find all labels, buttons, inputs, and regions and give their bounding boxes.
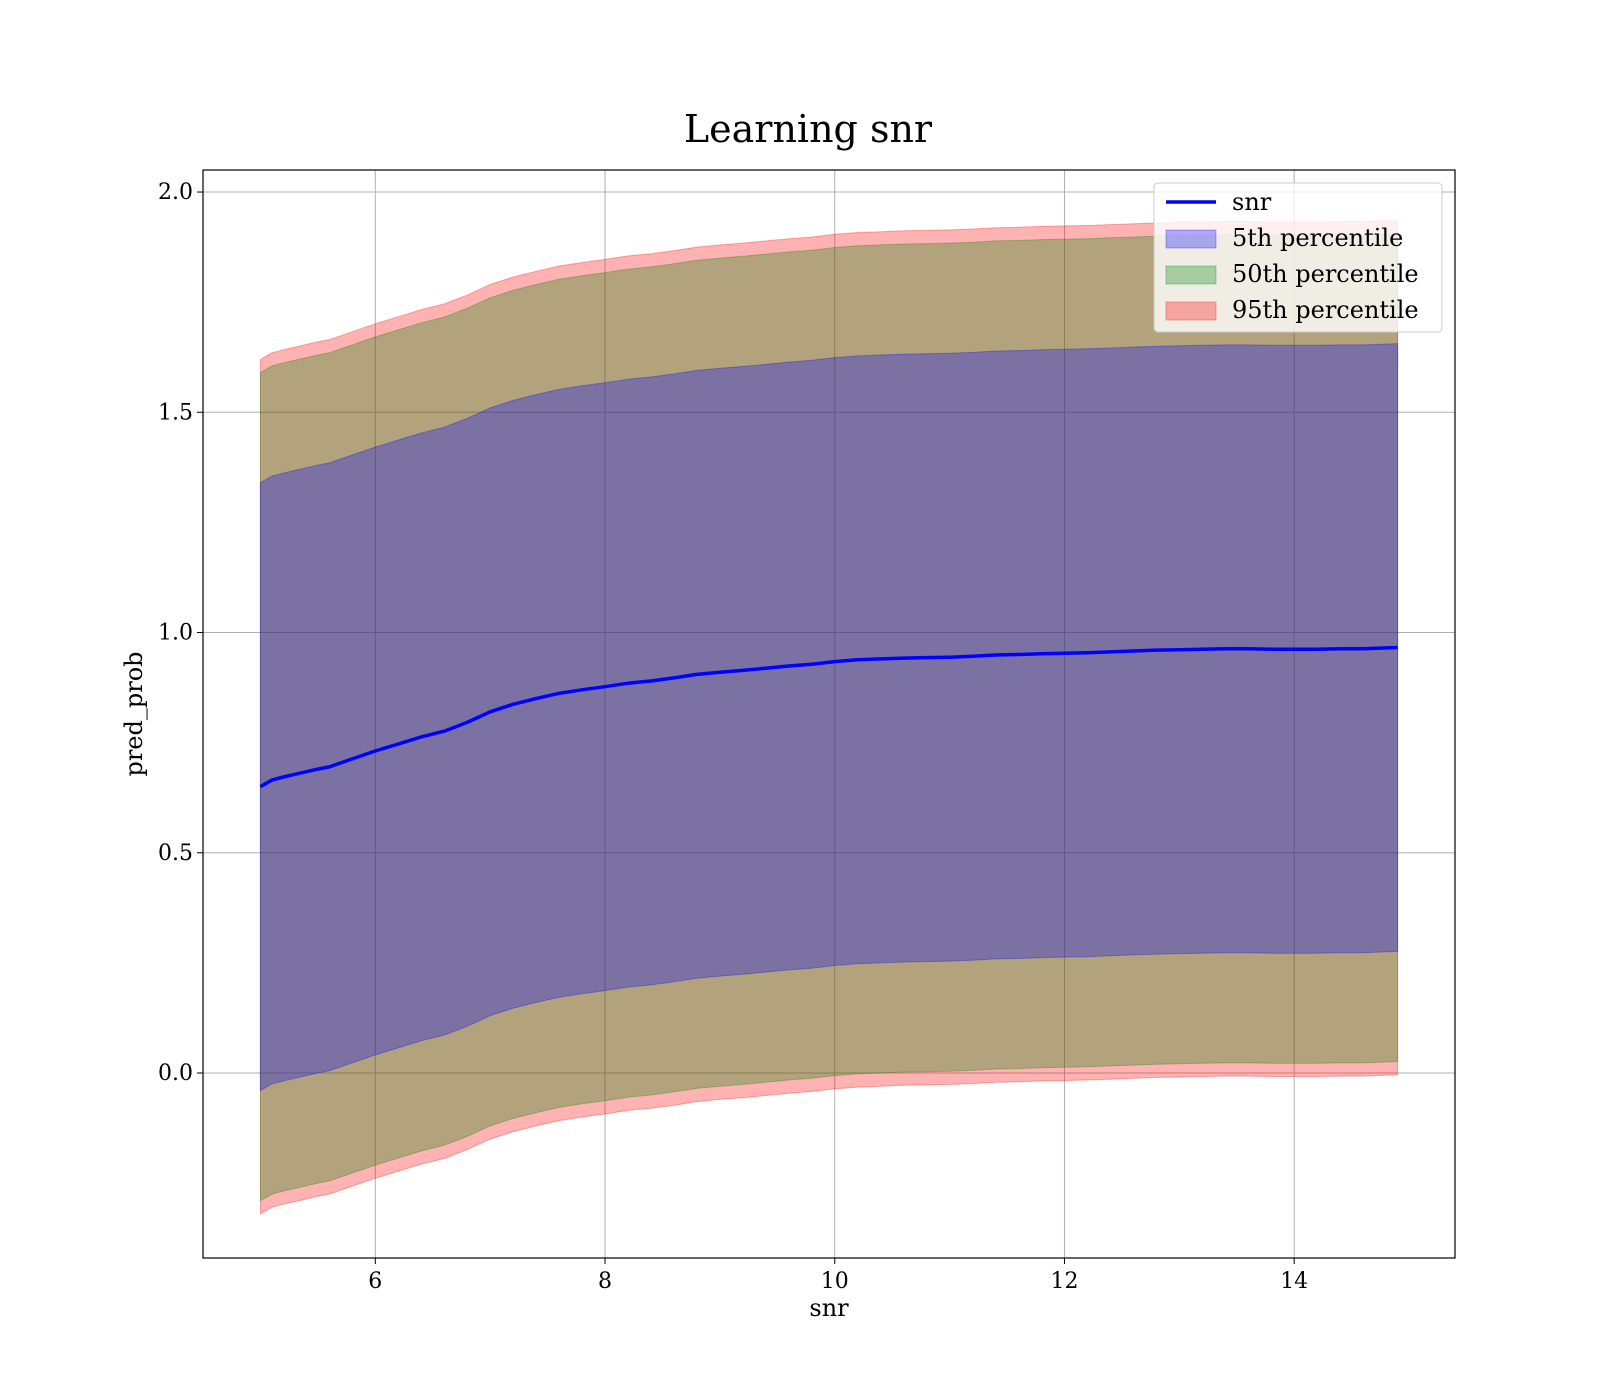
legend: snr 5th percentile 50th percentile 95th per… [1153, 182, 1443, 333]
x-tick-label: 12 [1050, 1269, 1078, 1294]
plot-frame [202, 169, 1456, 1259]
y-tick-label: 1.0 [158, 621, 193, 646]
percentile-bands [259, 219, 1399, 1215]
x-tick-label: 6 [368, 1269, 382, 1294]
percentile-band [259, 232, 1399, 1202]
percentile-band [259, 219, 1399, 1215]
y-axis-label: pred_prob [120, 651, 148, 776]
percentile-band [259, 343, 1399, 1092]
x-tick-label: 10 [821, 1269, 849, 1294]
series-line-layer [259, 645, 1398, 789]
y-tick-label: 0.0 [158, 1061, 193, 1086]
legend-band-swatch [1165, 301, 1217, 321]
legend-band-swatch [1165, 229, 1217, 249]
legend-label: 50th percentile [1232, 260, 1419, 288]
chart-title: Learning snr [684, 107, 933, 151]
legend-box [1153, 182, 1443, 333]
x-tick-label: 8 [598, 1269, 612, 1294]
x-tick-label: 14 [1280, 1269, 1308, 1294]
legend-label: snr [1232, 188, 1272, 216]
axis-ticks: 6 8 10 12 14 0.0 0.5 1.0 1.5 2.0 [158, 180, 1308, 1294]
legend-band-swatch [1165, 265, 1217, 285]
x-axis-label: snr [809, 1294, 849, 1322]
legend-label: 5th percentile [1232, 224, 1403, 252]
y-tick-label: 0.5 [158, 841, 193, 866]
y-tick-label: 2.0 [158, 180, 193, 205]
legend-label: 95th percentile [1232, 296, 1419, 324]
y-tick-label: 1.5 [158, 400, 193, 425]
series-line [259, 645, 1398, 789]
